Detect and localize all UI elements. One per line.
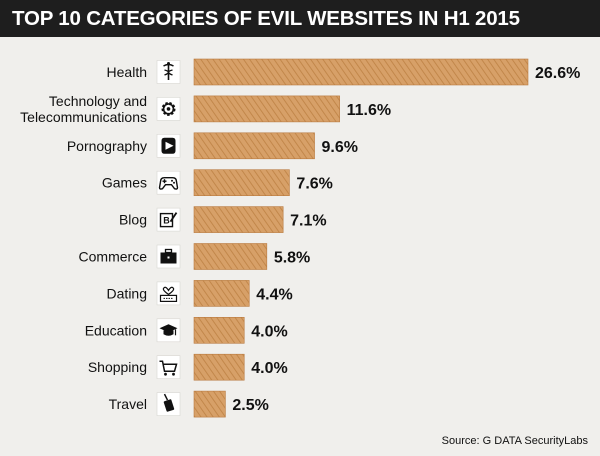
value-label: 9.6% bbox=[322, 139, 358, 156]
value-label: 26.6% bbox=[535, 65, 580, 82]
category-label: Games bbox=[102, 175, 147, 191]
briefcase-icon bbox=[156, 244, 181, 269]
category-label: Dating bbox=[107, 285, 147, 301]
value-label: 5.8% bbox=[274, 250, 310, 267]
svg-text:B: B bbox=[163, 216, 170, 226]
category-label: Travel bbox=[109, 396, 147, 412]
category-row: Technology and Telecommunications 11.6% bbox=[20, 93, 391, 125]
category-label: Commerce bbox=[79, 249, 148, 265]
value-label: 7.1% bbox=[290, 213, 326, 230]
category-label: Technology and Telecommunications bbox=[20, 93, 147, 125]
category-label: Blog bbox=[119, 212, 147, 228]
category-row: Health 26.6% bbox=[107, 58, 580, 86]
caduceus-icon bbox=[156, 60, 181, 84]
bar bbox=[193, 58, 529, 86]
category-row: Commerce 5.8% bbox=[79, 243, 310, 270]
graduation-cap-icon bbox=[156, 318, 181, 343]
bar bbox=[193, 316, 245, 344]
value-label: 4.4% bbox=[256, 286, 292, 303]
title-bar: TOP 10 CATEGORIES OF EVIL WEBSITES IN H1… bbox=[0, 0, 600, 37]
source-note: Source: G DATA SecurityLabs bbox=[441, 435, 588, 447]
shopping-cart-icon bbox=[156, 355, 181, 380]
value-label: 11.6% bbox=[347, 102, 391, 119]
blog-edit-icon: B bbox=[156, 207, 181, 232]
category-label: Education bbox=[85, 322, 147, 338]
category-row: Games 7.6% bbox=[102, 169, 333, 196]
play-badge-icon bbox=[156, 134, 181, 158]
value-label: 2.5% bbox=[232, 397, 268, 414]
bar bbox=[193, 280, 250, 307]
heart-keyboard-icon bbox=[156, 281, 181, 306]
bar bbox=[193, 169, 290, 196]
category-row: Blog B 7.1% bbox=[119, 206, 327, 233]
category-label: Shopping bbox=[88, 359, 147, 375]
category-row: Dating 4.4% bbox=[107, 280, 293, 307]
bar bbox=[193, 206, 284, 233]
category-label: Pornography bbox=[67, 138, 147, 154]
gear-icon bbox=[156, 97, 181, 121]
category-row: Education 4.0% bbox=[85, 316, 288, 344]
luggage-icon bbox=[156, 392, 181, 416]
chart-title: TOP 10 CATEGORIES OF EVIL WEBSITES IN H1… bbox=[12, 7, 520, 30]
bar bbox=[193, 132, 315, 160]
value-label: 4.0% bbox=[251, 360, 287, 377]
bar bbox=[193, 353, 245, 381]
bar bbox=[193, 390, 226, 418]
value-label: 4.0% bbox=[251, 323, 287, 340]
category-label: Health bbox=[107, 64, 147, 80]
bar bbox=[193, 95, 340, 123]
category-row: Pornography 9.6% bbox=[67, 132, 358, 160]
value-label: 7.6% bbox=[296, 176, 332, 193]
category-row: Shopping 4.0% bbox=[88, 353, 288, 381]
category-row: Travel 2.5% bbox=[109, 390, 269, 418]
gamepad-icon bbox=[156, 170, 181, 195]
bar bbox=[193, 243, 268, 270]
